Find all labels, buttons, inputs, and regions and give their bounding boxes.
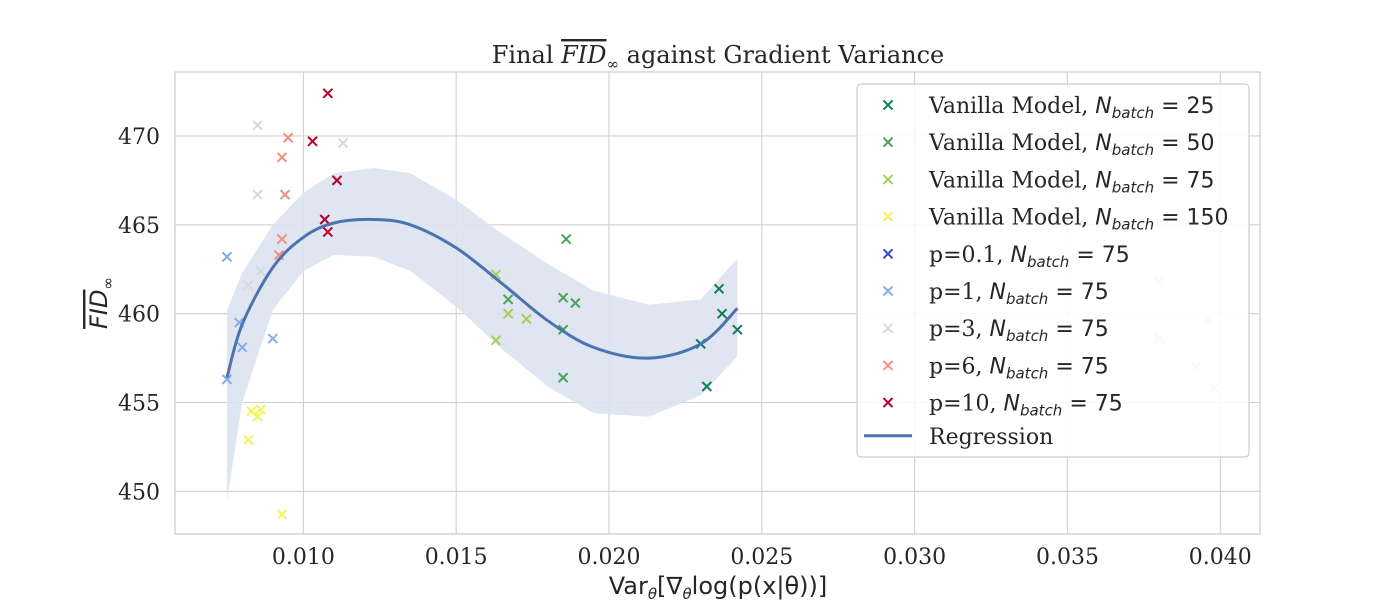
legend-entry: Vanilla Model, Nbatch = 25: [882, 94, 1215, 122]
legend-label: p=6, Nbatch = 75: [929, 354, 1109, 382]
data-point: [882, 397, 894, 408]
x-tick-label: 0.010: [272, 545, 335, 570]
data-point: [255, 265, 266, 277]
x-tick-label: 0.015: [425, 545, 488, 570]
data-point: [882, 322, 894, 334]
data-point: [279, 189, 291, 200]
data-point: [307, 136, 318, 147]
x-tick-label: 0.025: [730, 545, 793, 570]
data-point: [882, 174, 894, 185]
data-point: [701, 381, 713, 392]
data-point: [732, 324, 743, 335]
y-tick-label: 460: [118, 303, 160, 328]
data-point: [243, 280, 254, 291]
x-axis-label: Varθ[∇θlog(p(x|θ))]: [609, 572, 828, 600]
series-2: [490, 269, 532, 346]
data-point: [276, 152, 288, 163]
legend-label: p=0.1, Nbatch = 75: [929, 243, 1130, 271]
data-point: [322, 226, 334, 238]
legend-label: Vanilla Model, Nbatch = 25: [928, 94, 1215, 122]
chart-title: Final FID∞ against Gradient Variance: [492, 41, 945, 73]
legend-entry: Vanilla Model, Nbatch = 50: [882, 131, 1215, 159]
data-point: [882, 248, 894, 260]
y-tick-label: 470: [118, 125, 160, 150]
legend-entry: p=6, Nbatch = 75: [882, 354, 1109, 382]
x-tick-label: 0.020: [578, 545, 641, 570]
data-point: [322, 88, 334, 99]
legend-label: Vanilla Model, Nbatch = 75: [928, 168, 1215, 196]
data-point: [337, 137, 349, 149]
regression-line: [225, 217, 739, 379]
data-point: [716, 308, 728, 319]
data-point: [882, 136, 894, 148]
confidence-band: [227, 168, 738, 501]
data-point: [502, 308, 514, 319]
data-point: [243, 434, 254, 446]
data-point: [490, 335, 502, 346]
data-point: [882, 285, 894, 297]
data-point: [882, 99, 894, 111]
data-point: [570, 297, 581, 309]
legend-entry: p=3, Nbatch = 75: [882, 317, 1109, 345]
y-tick-label: 450: [118, 480, 160, 505]
y-tick-label: 465: [118, 214, 160, 239]
series-8: [307, 88, 343, 238]
data-point: [221, 374, 233, 385]
series-5: [221, 251, 279, 385]
plot-frame: [174, 71, 1261, 535]
x-tick-label: 0.040: [1189, 545, 1252, 570]
x-tick-label: 0.035: [1036, 545, 1099, 570]
legend-entry-regression: Regression: [864, 425, 1053, 450]
legend-label: Vanilla Model, Nbatch = 150: [928, 206, 1229, 234]
legend-entry: Vanilla Model, Nbatch = 75: [882, 168, 1215, 196]
legend-box: [856, 83, 1250, 458]
series-7: [273, 132, 294, 261]
data-point: [255, 404, 266, 415]
legend-label: Regression: [929, 425, 1053, 450]
data-point: [882, 360, 894, 371]
series-3: [243, 404, 288, 520]
data-point: [713, 283, 725, 294]
data-point: [502, 294, 514, 305]
data-point: [252, 189, 263, 200]
data-point: [521, 313, 532, 325]
legend-label: Vanilla Model, Nbatch = 50: [928, 131, 1215, 159]
legend-label: p=3, Nbatch = 75: [929, 317, 1109, 345]
data-point: [882, 211, 894, 222]
data-point: [252, 411, 263, 422]
regression-curve: [225, 217, 739, 379]
y-tick-label: 455: [118, 392, 160, 417]
tick-labels: 0.010 0.015 0.020 0.025 0.030 0.035 0.040 450 45…: [118, 125, 1252, 570]
data-point: [282, 132, 294, 143]
data-point: [319, 214, 330, 225]
legend-label: p=10, Nbatch = 75: [929, 392, 1123, 420]
data-point: [252, 120, 263, 131]
data-point: [221, 251, 233, 263]
legend-entry: p=0.1, Nbatch = 75: [882, 243, 1130, 271]
legend-entry: Vanilla Model, Nbatch = 150: [882, 206, 1229, 234]
data-point: [331, 175, 343, 186]
y-axis-label: FID∞: [85, 277, 117, 329]
x-tick-label: 0.030: [883, 545, 946, 570]
legend-entry: p=10, Nbatch = 75: [882, 392, 1123, 420]
data-point: [276, 233, 288, 245]
data-point: [267, 333, 279, 344]
data-point: [561, 233, 572, 245]
data-point: [557, 292, 569, 303]
legend-label: p=1, Nbatch = 75: [929, 280, 1109, 308]
legend: Vanilla Model, Nbatch = 25 Vanilla Model,…: [856, 83, 1250, 458]
legend-entry: p=1, Nbatch = 75: [882, 280, 1109, 308]
data-point: [237, 342, 248, 353]
data-point: [276, 509, 288, 520]
regression-confidence-band: [227, 168, 738, 501]
data-point: [557, 372, 569, 383]
